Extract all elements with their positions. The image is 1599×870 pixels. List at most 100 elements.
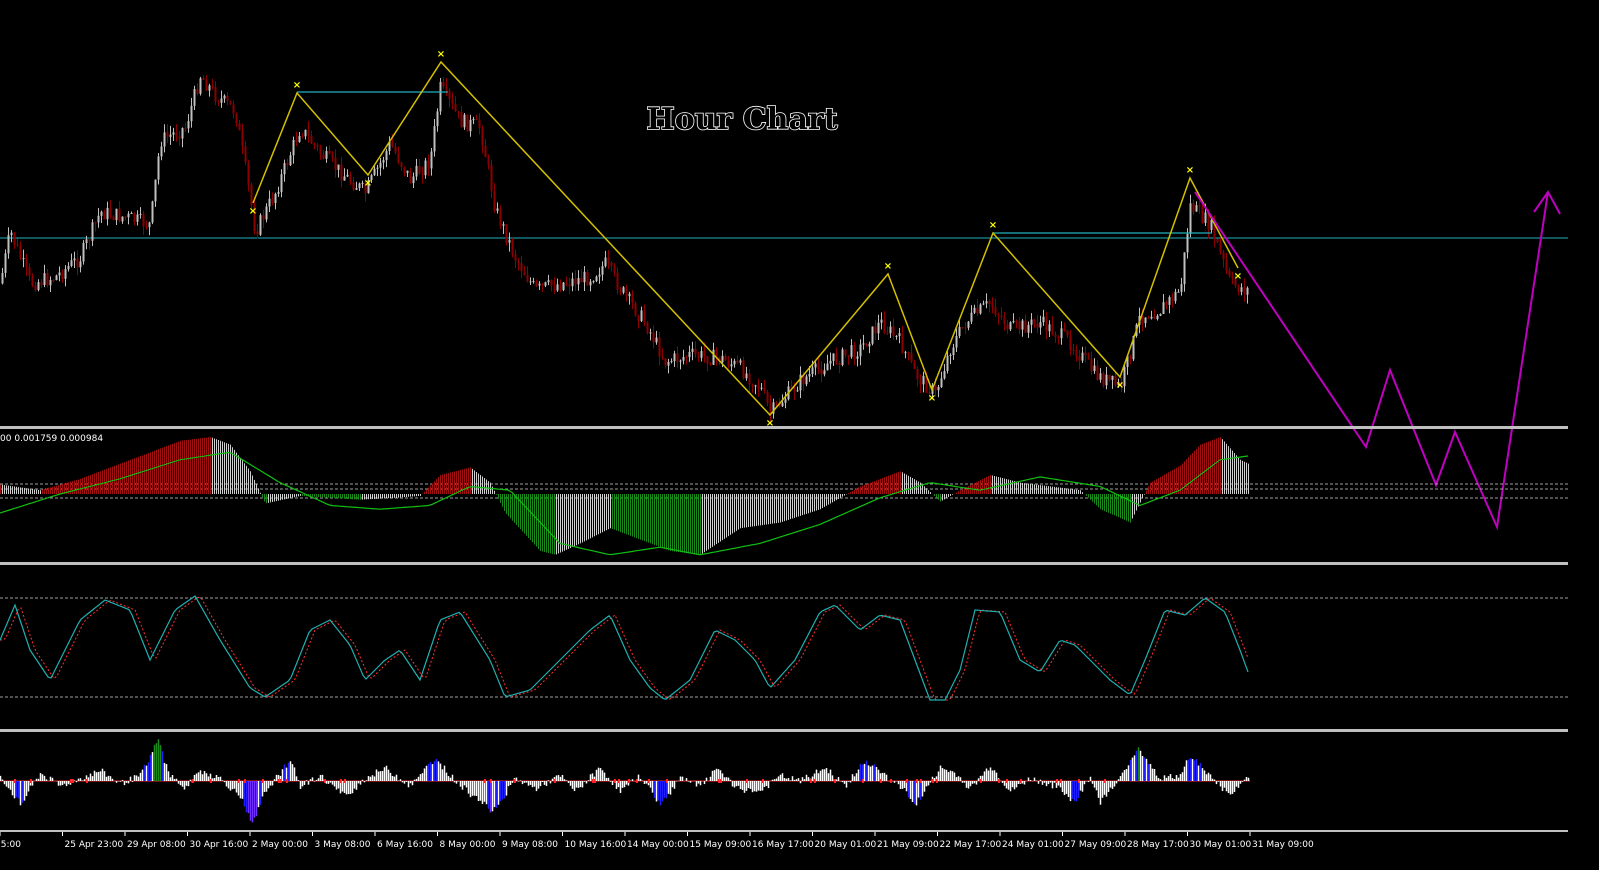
candle-body [385, 150, 388, 161]
zigzag-point-marker: × [1186, 165, 1194, 176]
oscillator-dot [1060, 779, 1062, 783]
candle-body [1177, 291, 1180, 293]
candle-body [406, 170, 409, 173]
candle-body [1075, 349, 1078, 357]
candle-body [697, 353, 700, 358]
time-tick-label: 3 May 08:00 [315, 840, 371, 850]
candle-body [1222, 252, 1225, 260]
candle-body [814, 363, 817, 368]
candle-body [493, 191, 496, 211]
candle-body [418, 165, 421, 174]
candle-body [715, 349, 718, 358]
candle-body [1216, 239, 1219, 243]
candle-body [1003, 316, 1006, 325]
candle-body [511, 239, 514, 255]
oscillator-dot [210, 779, 212, 783]
candle-body [1246, 287, 1249, 295]
oscillator-dot [936, 779, 938, 783]
candle-body [559, 284, 562, 291]
candle-body [220, 98, 223, 103]
time-tick-label: 16 May 17:00 [752, 840, 814, 850]
candle-body [427, 160, 430, 169]
candle-body [853, 345, 856, 359]
candle-body [1198, 205, 1201, 207]
candle-body [190, 105, 193, 122]
candle-body [1099, 373, 1102, 380]
zigzag-point-marker: × [437, 49, 445, 60]
candle-body [238, 123, 241, 131]
candle-body [964, 327, 967, 329]
oscillator-dot [324, 779, 326, 783]
candle-body [706, 356, 709, 364]
candle-body [91, 222, 94, 241]
forecast-line [1194, 191, 1549, 531]
candle-body [793, 386, 796, 392]
pane-separator[interactable] [0, 562, 1568, 565]
candle-body [193, 89, 196, 106]
oscillator-histogram [0, 739, 1250, 823]
pane-separator[interactable] [0, 426, 1568, 429]
candle-body [31, 275, 34, 286]
candle-body [811, 367, 814, 374]
oscillator-dot [762, 779, 764, 783]
candle-body [205, 79, 208, 91]
candle-body [37, 282, 40, 290]
candle-body [145, 226, 148, 228]
candle-body [1237, 285, 1240, 292]
oscillator-dot [720, 779, 722, 783]
candle-body [73, 258, 76, 261]
candle-body [430, 151, 433, 169]
time-tick-label: 29 Apr 08:00 [127, 840, 186, 850]
candles [1, 75, 1249, 423]
candle-body [490, 164, 493, 192]
candle-body [1174, 291, 1177, 302]
candle-body [1048, 324, 1051, 332]
candle-body [331, 153, 334, 158]
oscillator-dot [72, 779, 74, 783]
candle-body [763, 387, 766, 392]
candle-body [508, 239, 511, 243]
candle-body [379, 162, 382, 168]
candle-body [136, 214, 139, 222]
candle-body [751, 384, 754, 387]
oscillator-dot [286, 779, 288, 783]
candle-body [70, 260, 73, 267]
oscillator-dot [484, 779, 486, 783]
candle-body [745, 373, 748, 379]
candle-body [181, 128, 184, 139]
candle-body [319, 146, 322, 155]
time-tick-label: 24 May 01:00 [1002, 840, 1064, 850]
candle-body [202, 78, 205, 80]
pane-separator[interactable] [0, 729, 1568, 732]
candle-body [28, 267, 31, 276]
candle-body [889, 326, 892, 334]
candle-body [442, 81, 445, 87]
candle-body [502, 224, 505, 226]
candle-body [271, 198, 274, 203]
candle-body [85, 239, 88, 244]
candle-body [382, 160, 385, 163]
candle-body [445, 86, 448, 91]
candle-body [142, 213, 145, 227]
candle-body [76, 258, 79, 268]
candle-body [601, 266, 604, 275]
candle-body [475, 119, 478, 121]
oscillator-dot [998, 779, 1000, 783]
oscillator-dot [30, 779, 32, 783]
candle-body [727, 360, 730, 367]
candle-body [1126, 355, 1129, 367]
stochastic-main-line [0, 595, 1249, 701]
oscillator-dot [862, 779, 864, 783]
candle-body [712, 349, 715, 365]
macd-signal-line [0, 451, 1249, 556]
candle-body [910, 353, 913, 362]
candle-body [661, 356, 664, 359]
candle-body [958, 327, 961, 336]
candle-body [604, 257, 607, 267]
candle-body [598, 274, 601, 277]
candle-body [316, 145, 319, 147]
candle-body [1087, 355, 1090, 360]
candle-body [772, 402, 775, 414]
candle-body [22, 258, 25, 260]
candle-body [790, 386, 793, 388]
